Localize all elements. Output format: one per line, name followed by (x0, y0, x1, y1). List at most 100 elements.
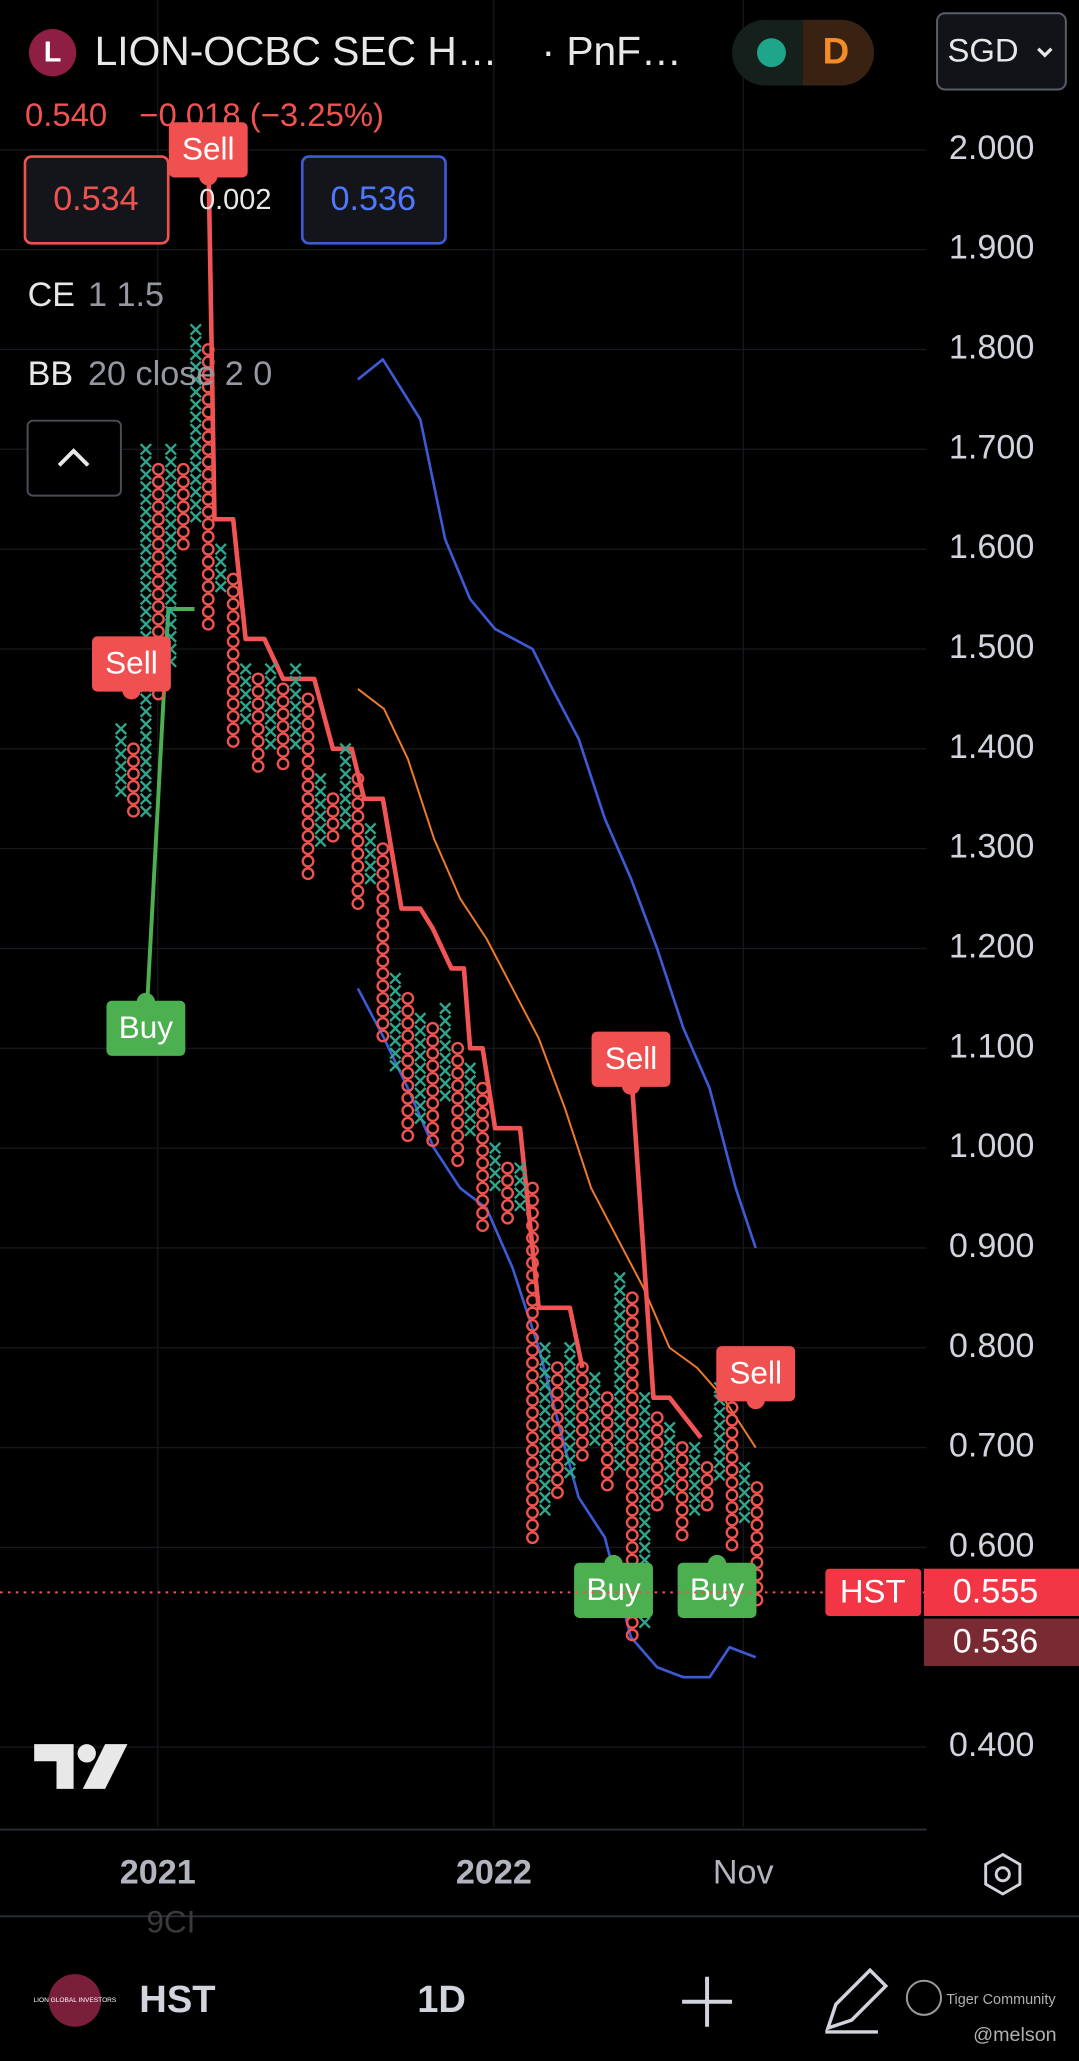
x-column (663, 1421, 676, 1497)
x-column (613, 1271, 626, 1472)
sell-signal: Sell (168, 122, 248, 186)
draw-icon[interactable] (825, 1967, 889, 2034)
o-column (700, 1461, 714, 1512)
signal-label: Buy (119, 1009, 174, 1045)
y-tick-label: 1.400 (949, 728, 1034, 766)
ask: 0.536 (331, 180, 416, 218)
x-tick-label: Nov (713, 1853, 774, 1891)
o-column (401, 992, 415, 1143)
x-column (189, 323, 202, 523)
currency-button[interactable] (936, 12, 1067, 91)
o-column (725, 1401, 739, 1552)
o-column (276, 682, 290, 771)
x-tick-label: 2022 (456, 1853, 532, 1891)
pnf-columns (114, 323, 764, 1642)
o-column (650, 1411, 664, 1512)
signal-label: Sell (182, 131, 235, 167)
y-tick-label: 1.000 (949, 1127, 1034, 1165)
x-column (488, 1142, 502, 1192)
x-column (439, 1002, 452, 1102)
signal-label: Sell (729, 1354, 782, 1390)
x-tick-label: 2021 (120, 1853, 196, 1891)
chart-type[interactable]: · PnF… (541, 28, 681, 74)
price-change: −0.018 (−3.25%) (139, 96, 384, 133)
settings-icon-center (994, 1866, 1011, 1883)
collapse-button[interactable] (26, 419, 122, 497)
signal-box (716, 1346, 796, 1402)
last-price-symbol: HST (840, 1572, 906, 1609)
chevron-up (57, 448, 90, 467)
y-tick-label: 1.700 (949, 428, 1034, 466)
o-column (600, 1391, 614, 1492)
x-column (738, 1461, 751, 1524)
signal-label: Buy (690, 1571, 745, 1607)
x-column (239, 662, 252, 725)
y-tick-label: 1.200 (949, 928, 1034, 966)
x-column (289, 662, 302, 750)
o-column (550, 1361, 564, 1499)
indicator-params: 1 1.5 (88, 276, 164, 314)
footer-interval[interactable]: 1D (417, 1979, 466, 2021)
add-icon[interactable] (682, 1976, 733, 2027)
bid-box[interactable] (23, 155, 170, 245)
buy-signal: Buy (574, 1554, 653, 1618)
y-tick-label: 1.500 (949, 628, 1034, 666)
o-column (675, 1441, 689, 1542)
sell-signal: Sell (716, 1346, 796, 1410)
o-column (526, 1181, 539, 1545)
tv-logo-part (82, 1744, 128, 1789)
x-column (588, 1371, 601, 1447)
tv-logo-part (77, 1744, 96, 1763)
buy-signal: Buy (677, 1554, 757, 1618)
y-tick-label: 1.600 (949, 528, 1034, 566)
indicator-line (357, 358, 757, 1249)
x-column (339, 742, 352, 830)
settings-icon[interactable] (984, 1852, 1022, 1896)
fund-logo[interactable] (48, 1974, 102, 2027)
x-column (214, 543, 227, 593)
o-column (476, 1081, 490, 1232)
y-tick-label: 0.800 (949, 1327, 1034, 1365)
stop-price-box (923, 1618, 1079, 1666)
price: 0.540 (25, 96, 107, 133)
x-column (114, 722, 128, 798)
x-column (389, 972, 402, 1072)
o-column (451, 1041, 465, 1168)
buy-signal: Buy (106, 992, 186, 1056)
signal-label: Buy (586, 1571, 641, 1607)
signal-box (591, 1031, 671, 1087)
ask-box[interactable] (300, 155, 447, 245)
o-column (501, 1161, 514, 1225)
sell-signal: Sell (92, 636, 171, 700)
indicator-name: BB (28, 355, 74, 393)
interval: D (823, 31, 850, 72)
o-column (426, 1021, 440, 1148)
x-column (688, 1441, 701, 1517)
tv-logo-part (34, 1744, 74, 1789)
plot-area: 0.400 0.600 0.700 0.800 0.900 1.000 1.100 1.200… (0, 0, 1079, 1891)
footer-symbol[interactable]: HST (139, 1979, 215, 2021)
indicator-line (357, 688, 757, 1449)
username: @melson (973, 2024, 1057, 2046)
indicator-line (356, 987, 757, 1679)
watermark: Tiger Community (946, 1992, 1056, 2008)
x-column (414, 1012, 427, 1125)
interval-pill (803, 19, 874, 86)
y-tick-label: 2.000 (949, 129, 1034, 167)
footer-bg (0, 1942, 1079, 2061)
stop-price-value: 0.536 (953, 1623, 1038, 1661)
y-tick-label: 0.900 (949, 1227, 1034, 1265)
symbol-title[interactable]: LION-OCBC SEC H… (95, 28, 498, 74)
indicator-lines (143, 149, 757, 1679)
symbol-initial: L (44, 37, 62, 69)
last-price-box (923, 1568, 1079, 1617)
footer: LION GLOBAL INVESTORS HST 1D Tiger Commu… (0, 1942, 1079, 2061)
o-column (126, 742, 140, 818)
spread: 0.002 (199, 184, 271, 216)
y-tick-label: 0.700 (949, 1427, 1034, 1465)
chevron-down (1037, 47, 1053, 58)
market-dot (757, 38, 786, 68)
indicator-line (206, 149, 703, 1440)
